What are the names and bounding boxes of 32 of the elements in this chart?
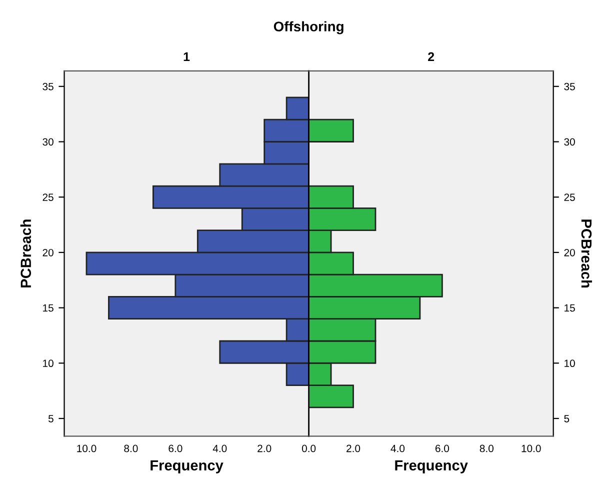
y-axis-title: PCBreach (581, 220, 592, 288)
x-tick-label: 10.0 (77, 444, 96, 452)
x-tick-label: 10.0 (522, 444, 541, 452)
x-tick-label: 4.0 (212, 444, 227, 452)
y-tick-label: 10 (43, 360, 54, 368)
chart-title: Offshoring (274, 21, 344, 34)
chart-subtitle: 2 (428, 52, 434, 62)
x-tick-label: 2.0 (346, 444, 360, 452)
x-tick-label: 6.0 (435, 444, 450, 452)
y-tick-label: 15 (564, 304, 575, 312)
x-tick-label: 8.0 (124, 444, 138, 452)
y-axis-title: PCBreach (20, 220, 32, 288)
x-axis-title: Frequency (150, 460, 224, 474)
y-tick-label: 25 (42, 194, 54, 201)
y-tick-label: 10 (564, 360, 575, 368)
x-axis-title: Frequency (395, 460, 468, 474)
chart-subtitle: 1 (184, 52, 190, 62)
y-tick-label: 35 (564, 82, 575, 90)
y-tick-label: 15 (43, 304, 54, 312)
y-tick-label: 20 (42, 248, 54, 256)
y-tick-label: 30 (564, 138, 575, 146)
y-tick-label: 30 (42, 138, 54, 146)
x-tick-label: 8.0 (480, 444, 494, 452)
x-tick-label: 4.0 (390, 444, 405, 452)
y-tick-label: 25 (564, 194, 575, 201)
x-tick-label: 2.0 (258, 444, 272, 452)
y-tick-label: 5 (48, 415, 54, 422)
y-tick-label: 20 (564, 248, 575, 256)
y-tick-label: 5 (564, 415, 570, 422)
x-tick-label: 6.0 (168, 444, 182, 452)
x-tick-label: 0.0 (302, 444, 316, 452)
y-tick-label: 35 (42, 82, 54, 90)
